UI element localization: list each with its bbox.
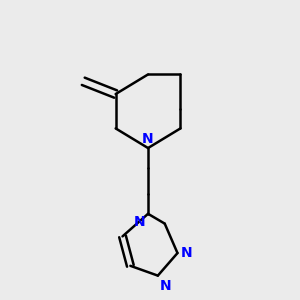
Text: N: N [134,215,145,229]
Text: N: N [142,132,154,146]
Text: N: N [180,246,192,260]
Text: N: N [160,279,171,292]
